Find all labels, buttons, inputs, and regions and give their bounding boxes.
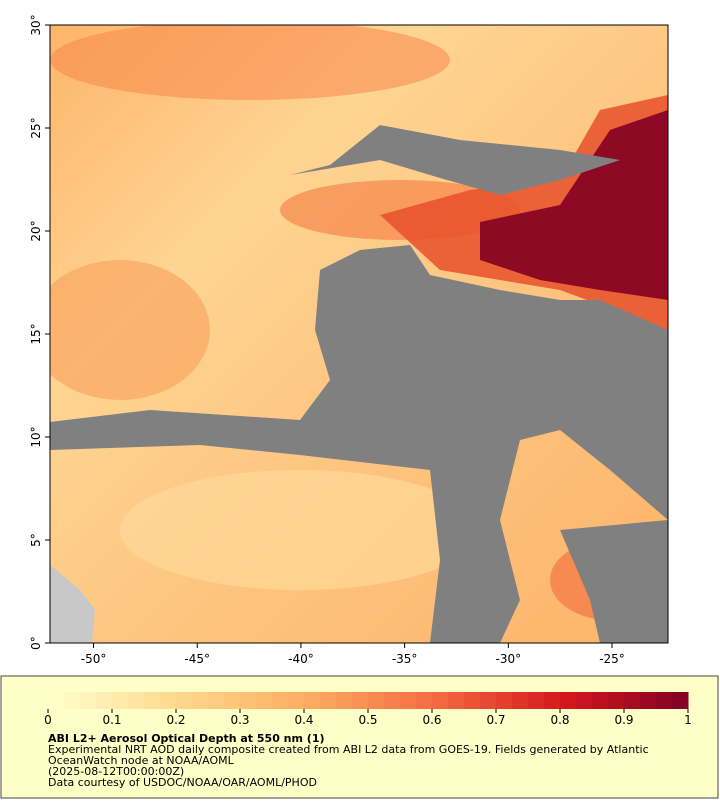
caption-title: ABI L2+ Aerosol Optical Depth at 550 nm …: [48, 732, 325, 745]
colorbar-step: [480, 692, 497, 709]
lat-tick-label: 20°: [29, 220, 43, 241]
colorbar-step: [112, 692, 129, 709]
lat-tick-label: 0°: [29, 636, 43, 650]
colorbar-step: [64, 692, 81, 709]
colorbar-step: [416, 692, 433, 709]
colorbar-tick-label: 0.9: [614, 713, 633, 727]
colorbar-tick-label: 0.6: [422, 713, 441, 727]
lat-tick-label: 25°: [29, 117, 43, 138]
lat-tick-label: 10°: [29, 426, 43, 447]
lon-tick-label: -25°: [599, 652, 625, 666]
colorbar-step: [176, 692, 193, 709]
caption-line: (2025-08-12T00:00:00Z): [48, 765, 184, 778]
colorbar-step: [656, 692, 673, 709]
colorbar-step: [464, 692, 481, 709]
colorbar-step: [608, 692, 625, 709]
colorbar-tick-label: 0.4: [294, 713, 313, 727]
colorbar-step: [400, 692, 417, 709]
colorbar-step: [544, 692, 561, 709]
colorbar-step: [240, 692, 257, 709]
colorbar-tick-label: 0.5: [358, 713, 377, 727]
colorbar-step: [576, 692, 593, 709]
map: [50, 25, 668, 643]
colorbar-step: [48, 692, 65, 709]
lat-tick-label: 15°: [29, 323, 43, 344]
colorbar-tick-label: 1: [684, 713, 692, 727]
colorbar-step: [336, 692, 353, 709]
colorbar-step: [96, 692, 113, 709]
colorbar-step: [320, 692, 337, 709]
caption-line: Data courtesy of USDOC/NOAA/OAR/AOML/PHO…: [48, 776, 317, 789]
colorbar-step: [192, 692, 209, 709]
colorbar-tick-label: 0.2: [166, 713, 185, 727]
colorbar-step: [224, 692, 241, 709]
colorbar-step: [160, 692, 177, 709]
caption-line: OceanWatch node at NOAA/AOML: [48, 754, 235, 767]
colorbar-step: [288, 692, 305, 709]
lon-tick-label: -40°: [288, 652, 314, 666]
colorbar-tick-label: 0.8: [550, 713, 569, 727]
colorbar-step: [272, 692, 289, 709]
colorbar-step: [672, 692, 689, 709]
colorbar-step: [368, 692, 385, 709]
colorbar-step: [560, 692, 577, 709]
lat-tick-label: 5°: [29, 533, 43, 547]
lon-tick-label: -30°: [496, 652, 522, 666]
colorbar-tick-label: 0.3: [230, 713, 249, 727]
lon-tick-label: -35°: [392, 652, 418, 666]
colorbar-step: [592, 692, 609, 709]
colorbar-step: [448, 692, 465, 709]
colorbar-tick-label: 0: [44, 713, 52, 727]
colorbar-step: [128, 692, 145, 709]
lon-tick-label: -45°: [184, 652, 210, 666]
lat-tick-label: 30°: [29, 14, 43, 35]
colorbar-tick-label: 0.7: [486, 713, 505, 727]
colorbar-step: [80, 692, 97, 709]
colorbar-step: [432, 692, 449, 709]
colorbar-step: [624, 692, 641, 709]
colorbar-tick-label: 0.1: [102, 713, 121, 727]
colorbar-step: [256, 692, 273, 709]
caption-line: Experimental NRT AOD daily composite cre…: [48, 743, 649, 756]
colorbar-step: [384, 692, 401, 709]
colorbar-step: [512, 692, 529, 709]
colorbar-step: [144, 692, 161, 709]
colorbar-step: [496, 692, 513, 709]
colorbar-step: [528, 692, 545, 709]
colorbar-step: [352, 692, 369, 709]
colorbar-step: [304, 692, 321, 709]
colorbar-step: [208, 692, 225, 709]
colorbar: 0 0.1 0.2 0.3 0.4 0.5 0.6 0.7 0.8 0.9 1: [44, 692, 692, 727]
colorbar-step: [640, 692, 657, 709]
lon-tick-label: -50°: [81, 652, 107, 666]
